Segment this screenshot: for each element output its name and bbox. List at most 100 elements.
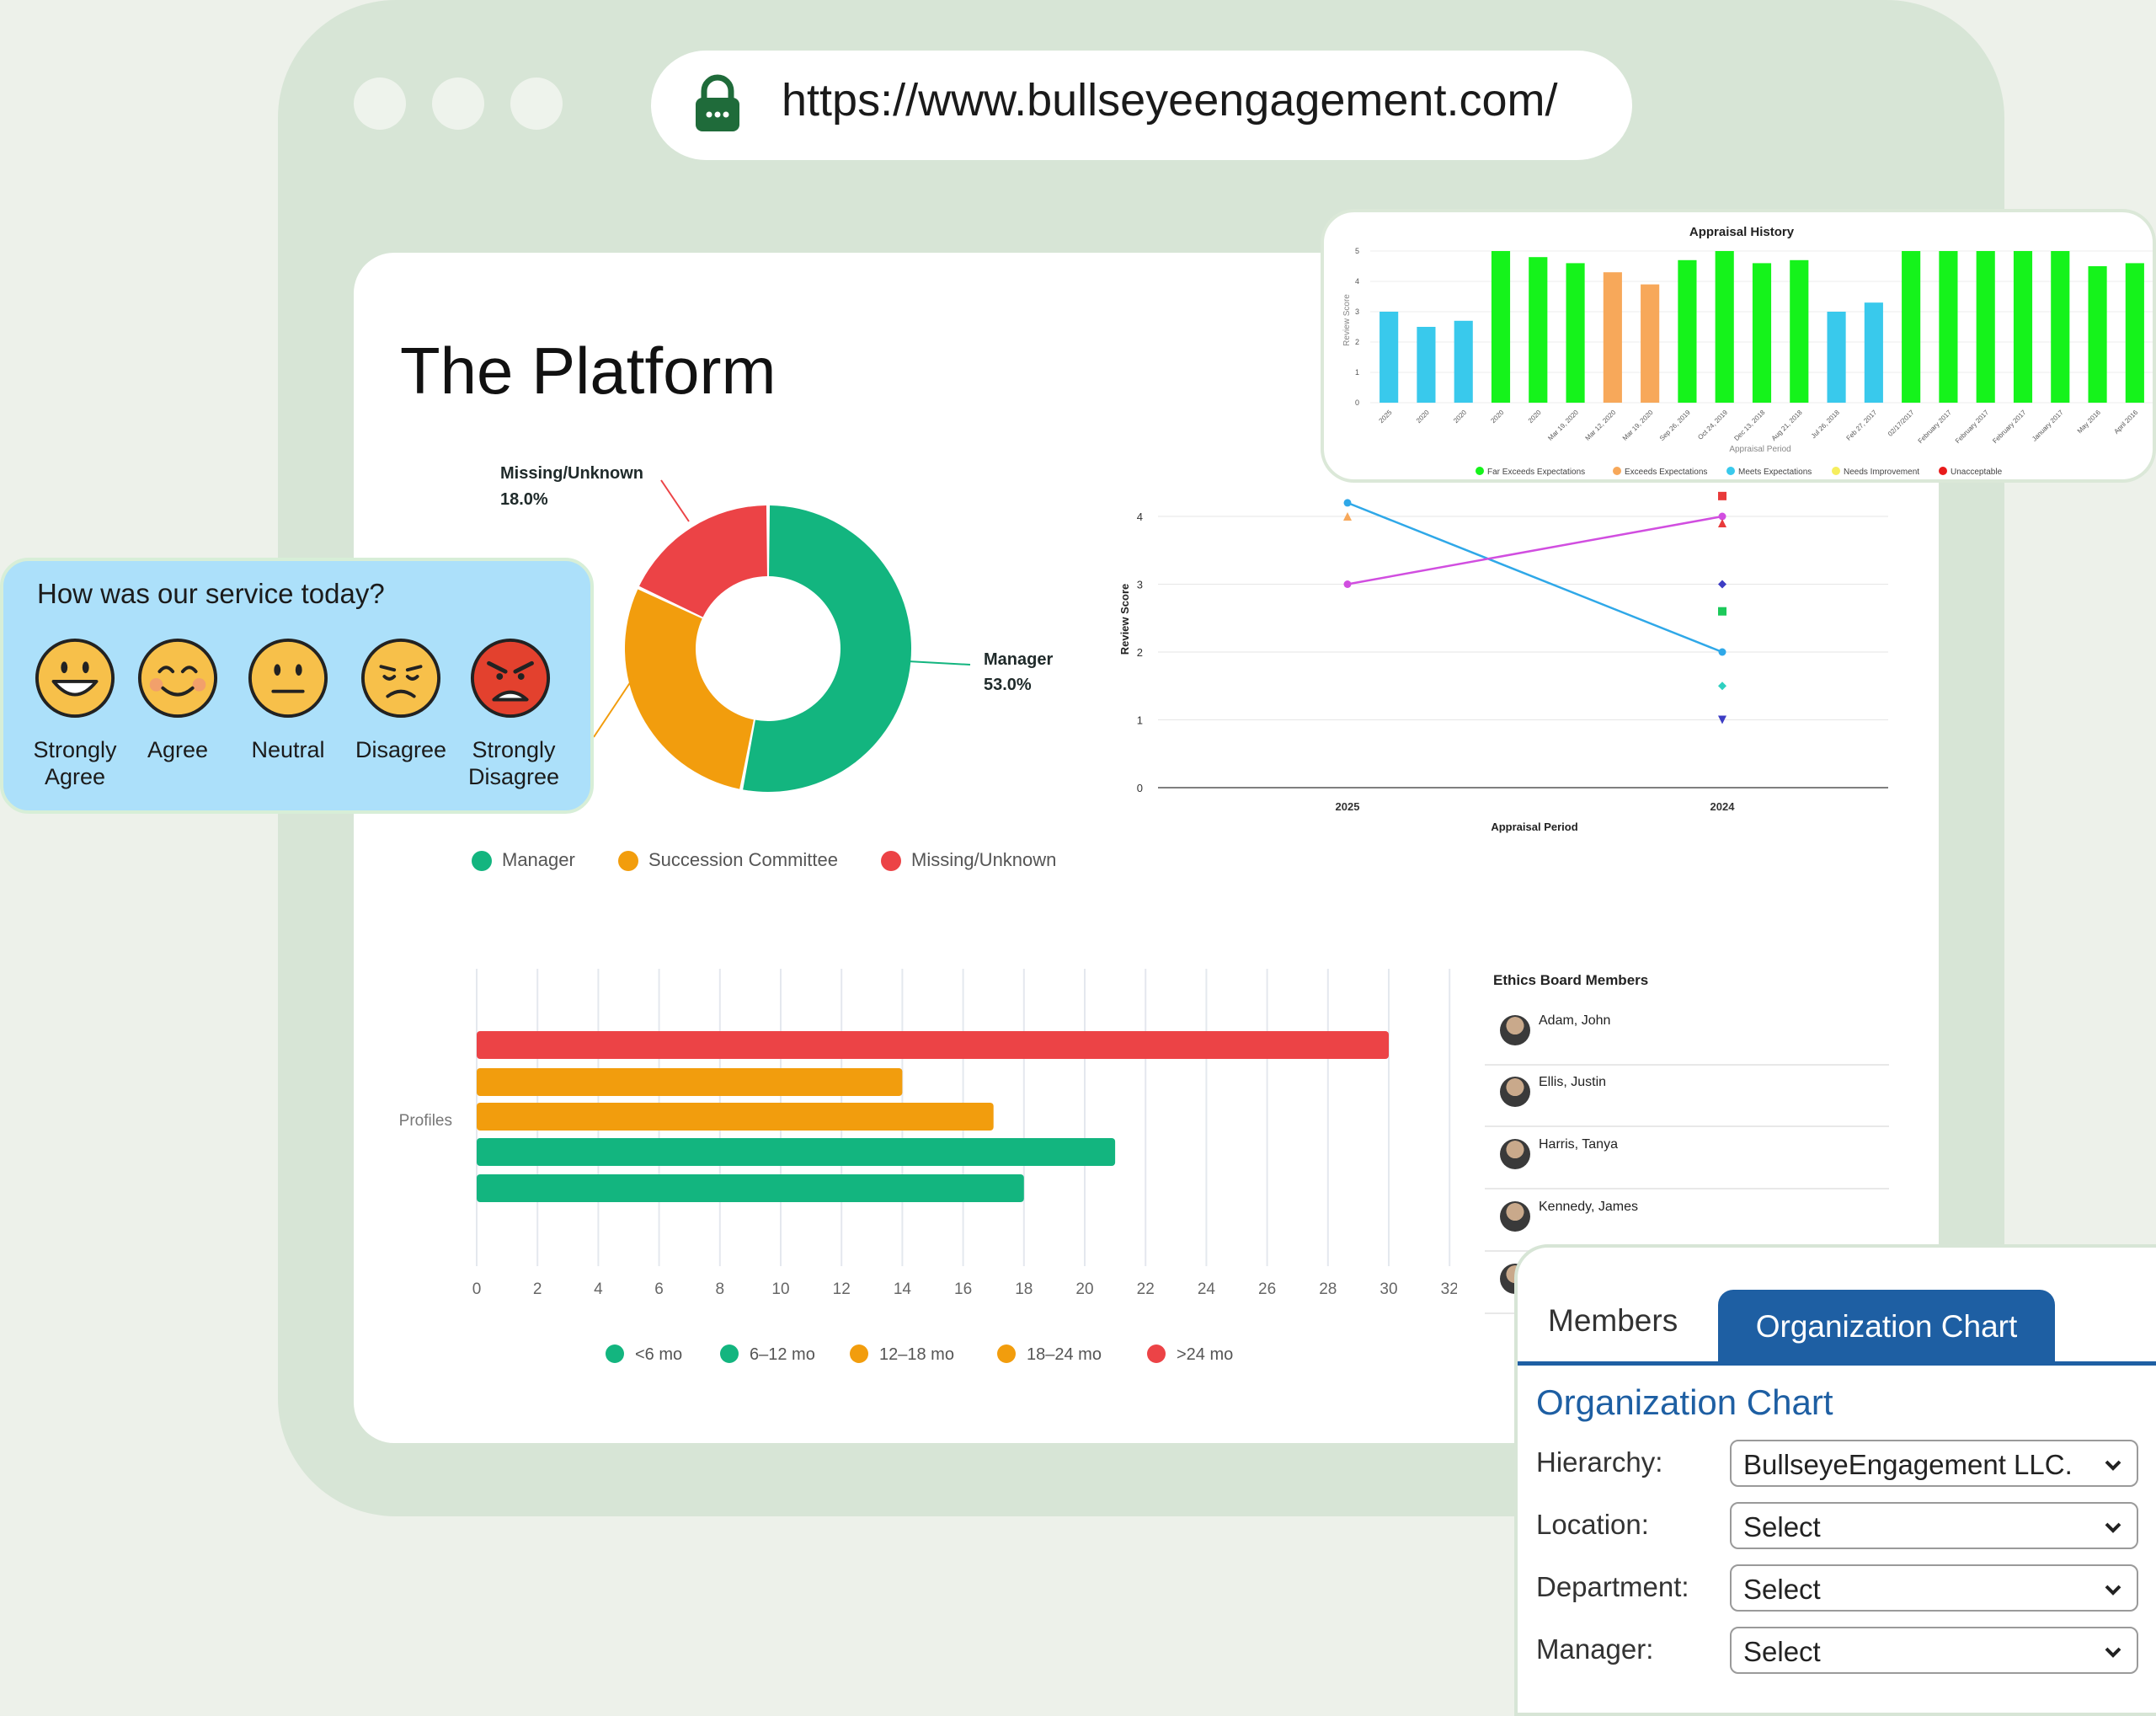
hierarchy-value: BullseyeEngagement LLC. — [1743, 1449, 2073, 1480]
y-tick-label: 3 — [1137, 579, 1143, 591]
donut-slice — [625, 589, 754, 789]
donut-slice — [743, 505, 911, 792]
x-tick-label: Aug 21, 2018 — [1770, 409, 1804, 442]
line-xlabel: Appraisal Period — [1491, 821, 1577, 833]
member-row[interactable]: Harris, Tanya — [1485, 1129, 1889, 1189]
survey-option-neutral[interactable]: Neutral — [251, 737, 325, 762]
appraisal-bar — [1752, 263, 1772, 403]
tab-organization-chart[interactable]: Organization Chart — [1718, 1290, 2055, 1364]
tab-members[interactable]: Members — [1548, 1303, 1678, 1338]
chevron-down-icon — [2105, 1522, 2121, 1533]
chevron-down-icon — [2105, 1647, 2121, 1658]
series-point — [1718, 512, 1726, 521]
x-tick-label: May 2016 — [2076, 409, 2103, 436]
tenure-bar — [477, 1103, 994, 1131]
donut-chart: Missing/Unknown 18.0% Manager 53.0% — [500, 464, 1053, 792]
x-tick-label: 8 — [716, 1280, 725, 1298]
manager-select[interactable]: Select — [1730, 1627, 2138, 1674]
appraisal-xlabel: Appraisal Period — [1729, 445, 1790, 454]
legend-label: Succession Committee — [648, 849, 838, 870]
x-tick-label: 2020 — [1452, 409, 1468, 425]
appraisal-title: Appraisal History — [1689, 225, 1795, 239]
marker-point — [1718, 607, 1726, 616]
series-point — [1718, 648, 1726, 656]
x-tick-label: Jul 26, 2018 — [1810, 409, 1842, 441]
appraisal-bar — [1454, 320, 1473, 403]
member-name[interactable]: Kennedy, James — [1539, 1200, 1638, 1214]
avatar — [1500, 1077, 1530, 1107]
donut-label-manager-name: Manager — [984, 650, 1053, 669]
sad-face-icon[interactable] — [360, 637, 442, 719]
location-select[interactable]: Select — [1730, 1502, 2138, 1549]
appraisal-legend: Far Exceeds Expectations Exceeds Expecta… — [1476, 467, 2003, 477]
x-tick-label: 18 — [1015, 1280, 1033, 1298]
marker-point — [1718, 580, 1726, 589]
smiling-face-icon[interactable] — [136, 637, 219, 719]
address-bar[interactable] — [651, 51, 1632, 160]
angry-face-icon[interactable] — [469, 637, 552, 719]
x-tick-label: 24 — [1198, 1280, 1216, 1298]
series-line — [1347, 515, 1723, 585]
tenure-bar — [477, 1174, 1024, 1202]
marker-point — [1718, 519, 1726, 528]
x-tick-label: February 2017 — [1917, 409, 1954, 446]
hierarchy-select[interactable]: BullseyeEngagement LLC. — [1730, 1440, 2138, 1487]
review-score-line-chart: 0 1 2 3 4 2025 2024 Review Score Appraisal Per… — [1118, 491, 1888, 833]
neutral-face-icon[interactable] — [247, 637, 329, 719]
department-select[interactable]: Select — [1730, 1564, 2138, 1612]
survey-option-strongly-agree[interactable]: Strongly Agree — [33, 737, 117, 789]
donut-label-missing-name: Missing/Unknown — [500, 464, 643, 483]
department-value: Select — [1743, 1574, 1821, 1605]
legend-label: 12–18 mo — [879, 1345, 954, 1364]
y-tick-label: 1 — [1137, 714, 1143, 727]
donut-legend-manager: Manager — [472, 849, 575, 872]
tenure-axis-label: Profiles — [399, 1112, 452, 1130]
x-tick-label: 6 — [654, 1280, 664, 1298]
tenure-bar — [477, 1138, 1116, 1166]
hierarchy-label: Hierarchy: — [1536, 1446, 1663, 1478]
x-tick-label: 2025 — [1378, 409, 1394, 425]
legend-label: Manager — [502, 849, 575, 870]
x-tick-label: February 2017 — [1991, 409, 2028, 446]
member-row[interactable]: Ellis, Justin — [1485, 1066, 1889, 1127]
survey-option-disagree[interactable]: Disagree — [355, 737, 447, 762]
window-dot-icon — [510, 78, 563, 130]
x-tick-label: Feb 27, 2017 — [1845, 409, 1879, 442]
x-tick-label: 12 — [833, 1280, 851, 1298]
y-tick-label: 4 — [1355, 277, 1359, 286]
x-tick-label: 02/17/2017 — [1886, 409, 1916, 438]
window-dot-icon — [432, 78, 484, 130]
appraisal-bar — [1566, 263, 1585, 403]
appraisal-bar — [1380, 312, 1399, 403]
x-tick-label: 2020 — [1527, 409, 1543, 425]
member-row[interactable]: Adam, John — [1485, 1005, 1889, 1066]
organization-chart-panel: Members Organization Chart Organization … — [1514, 1244, 2156, 1716]
lock-icon — [696, 74, 739, 131]
legend-dot-icon — [997, 1344, 1016, 1363]
member-name[interactable]: Ellis, Justin — [1539, 1075, 1607, 1089]
y-tick-label: 2 — [1137, 646, 1143, 659]
member-name[interactable]: Harris, Tanya — [1539, 1137, 1618, 1152]
grinning-face-icon[interactable] — [34, 637, 116, 719]
donut-label-manager-pct: 53.0% — [984, 676, 1032, 694]
series-point — [1343, 580, 1352, 588]
location-value: Select — [1743, 1511, 1821, 1542]
donut-slice — [639, 505, 767, 617]
url-text[interactable]: https://www.bullseyeengagement.com/ — [782, 75, 1558, 126]
x-tick-label: 28 — [1319, 1280, 1337, 1298]
legend-dot-icon — [720, 1344, 739, 1363]
member-row[interactable]: Kennedy, James — [1485, 1191, 1889, 1252]
member-name[interactable]: Adam, John — [1539, 1013, 1611, 1028]
x-tick-label: 20 — [1075, 1280, 1093, 1298]
legend-label: <6 mo — [635, 1345, 682, 1364]
x-tick-label: April 2016 — [2112, 409, 2139, 436]
survey-option-agree[interactable]: Agree — [147, 737, 209, 762]
legend-dot-icon — [472, 851, 492, 872]
y-tick-label: 2 — [1355, 338, 1359, 346]
service-survey-card: How was our service today? Strongly Agre… — [0, 558, 594, 814]
legend-label: Needs Improvement — [1844, 468, 1919, 477]
survey-option-strongly-disagree[interactable]: Strongly Disagree — [467, 737, 560, 789]
avatar — [1500, 1139, 1530, 1169]
appraisal-bar — [1715, 251, 1734, 403]
